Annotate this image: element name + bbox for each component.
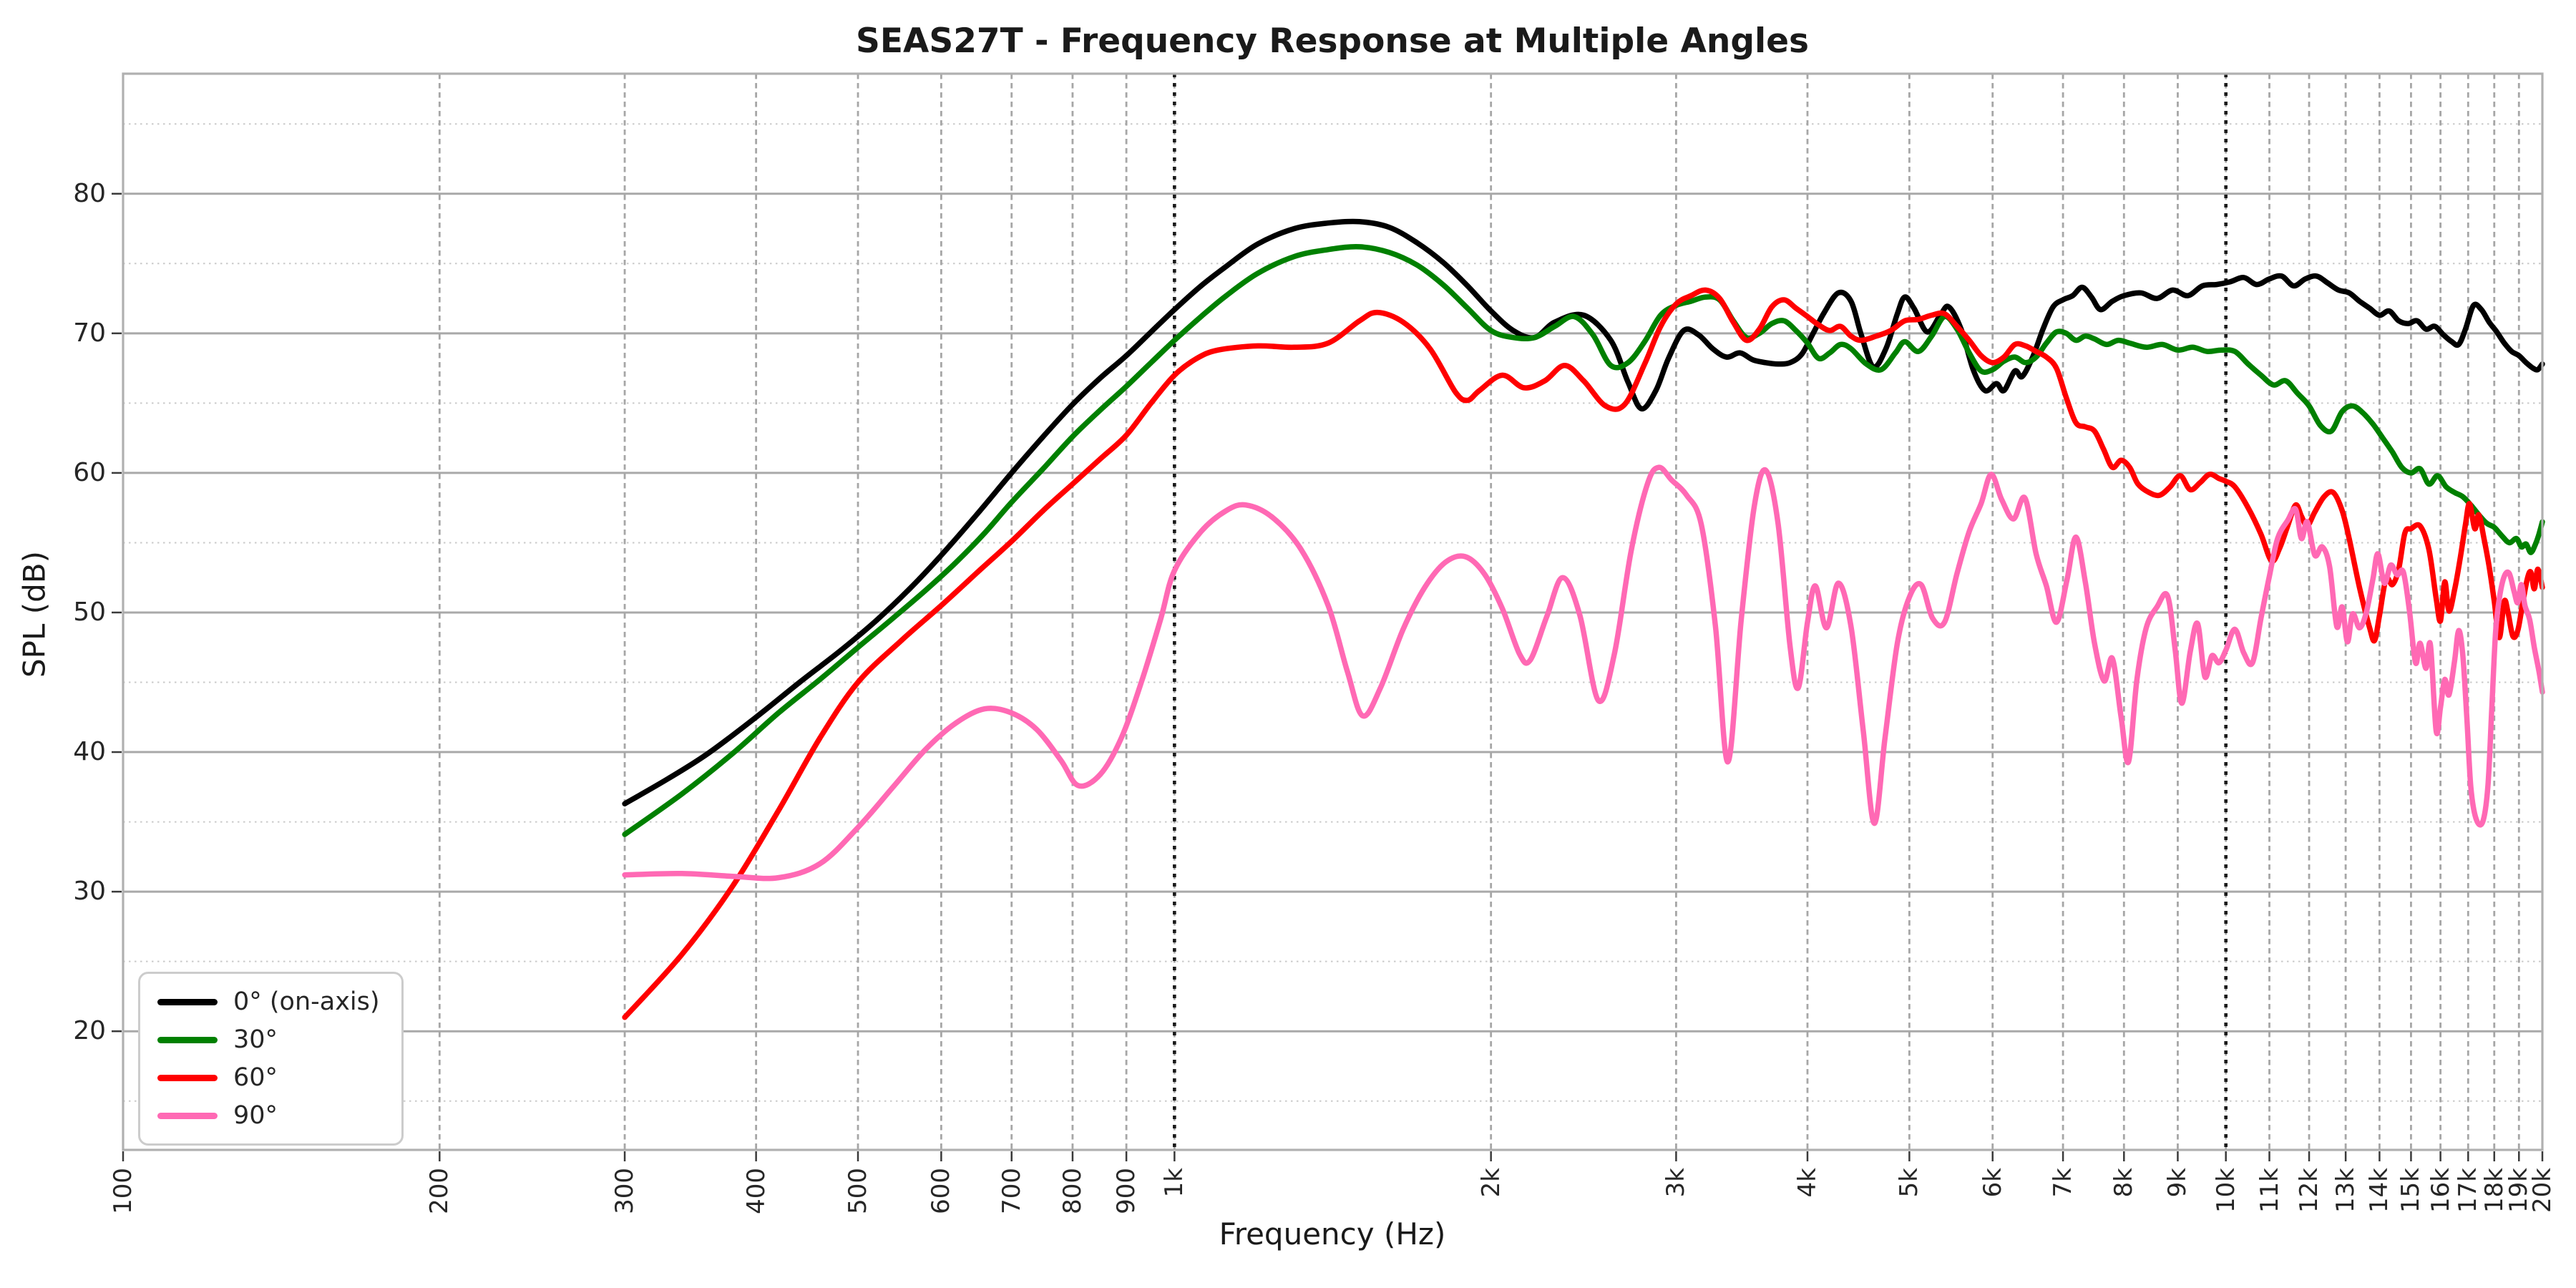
- x-tick-label: 9k: [2163, 1168, 2192, 1198]
- y-tick-label: 50: [73, 597, 106, 627]
- legend-label: 0° (on-axis): [233, 987, 380, 1016]
- x-tick-label: 800: [1058, 1168, 1087, 1214]
- x-tick-label: 600: [927, 1168, 956, 1214]
- x-tick-label: 20k: [2528, 1168, 2557, 1213]
- curve-2: [622, 287, 2545, 1020]
- x-tick-label: 2k: [1476, 1168, 1506, 1198]
- x-tick-label: 11k: [2255, 1168, 2284, 1213]
- legend-label: 30°: [233, 1025, 278, 1054]
- y-tick-label: 60: [73, 457, 106, 487]
- x-tick-label: 17k: [2454, 1168, 2483, 1213]
- legend-line-swatch: [157, 998, 218, 1005]
- legend-item: 90°: [157, 1101, 380, 1131]
- x-tick-label: 18k: [2479, 1168, 2509, 1213]
- x-tick-label: 10k: [2211, 1168, 2240, 1213]
- curve-3: [622, 464, 2545, 882]
- legend-line-swatch: [157, 1036, 218, 1043]
- y-tick-label: 20: [73, 1016, 106, 1046]
- x-tick-label: 8k: [2109, 1168, 2139, 1198]
- plot-border: [122, 72, 2544, 1151]
- x-tick-label: 300: [610, 1168, 640, 1214]
- legend: 0° (on-axis) 30° 60° 90°: [138, 972, 404, 1146]
- x-tick-label: 500: [844, 1168, 873, 1214]
- chart-title: SEAS27T - Frequency Response at Multiple…: [856, 21, 1809, 61]
- legend-line-swatch: [157, 1074, 218, 1081]
- y-tick-label: 80: [73, 178, 106, 208]
- x-tick-label: 400: [741, 1168, 771, 1214]
- x-tick-label: 15k: [2396, 1168, 2426, 1213]
- x-tick-label: 100: [109, 1168, 137, 1214]
- x-tick-label: 200: [425, 1168, 454, 1214]
- x-tick-label: 14k: [2365, 1168, 2394, 1213]
- x-axis-label: Frequency (Hz): [1219, 1216, 1446, 1252]
- legend-line-swatch: [157, 1112, 218, 1119]
- curve-0: [622, 218, 2545, 806]
- x-tick-label: 700: [997, 1168, 1026, 1214]
- x-tick-label: 1k: [1160, 1168, 1189, 1198]
- x-tick-label: 13k: [2331, 1168, 2361, 1213]
- legend-item: 0° (on-axis): [157, 987, 380, 1017]
- legend-label: 90°: [233, 1101, 278, 1130]
- x-tick-label: 3k: [1662, 1168, 1691, 1198]
- legend-label: 60°: [233, 1063, 278, 1092]
- x-tick-label: 12k: [2295, 1168, 2324, 1213]
- curve-1: [622, 244, 2545, 837]
- x-tick-label: 5k: [1895, 1168, 1924, 1198]
- x-tick-label: 7k: [2049, 1168, 2078, 1198]
- legend-item: 30°: [157, 1025, 380, 1055]
- x-tick-label: 6k: [1978, 1168, 2007, 1198]
- legend-item: 60°: [157, 1063, 380, 1093]
- y-tick-label: 30: [73, 877, 106, 907]
- y-tick-label: 40: [73, 737, 106, 767]
- x-tick-label: 4k: [1792, 1168, 1822, 1198]
- y-tick-label: 70: [73, 318, 106, 348]
- x-tick-label: 900: [1112, 1168, 1141, 1214]
- x-tick-label: 16k: [2426, 1168, 2455, 1213]
